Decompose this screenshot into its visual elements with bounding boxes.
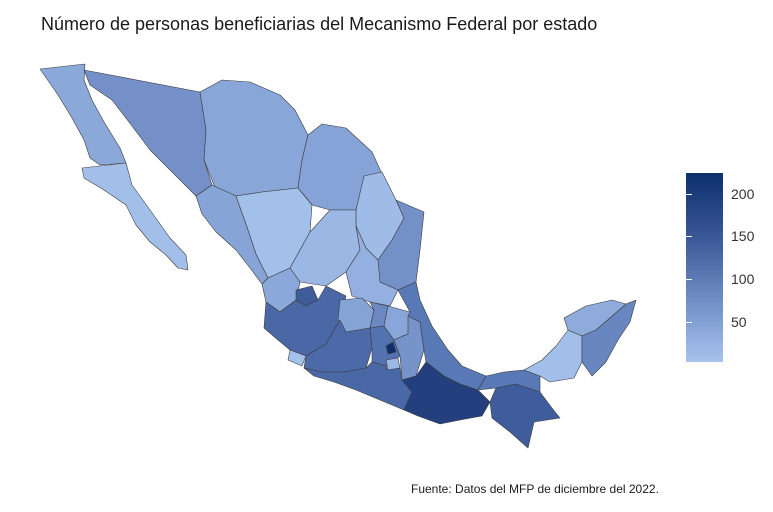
state-baja-california-sur [81,162,189,271]
legend-label-200: 200 [731,186,755,202]
state-cdmx [385,341,397,355]
legend-tick [686,279,692,280]
legend-tick [723,279,729,280]
state-guerrero [303,361,413,411]
legend-label-100: 100 [731,271,755,287]
legend-tick [686,236,692,237]
legend-tick [723,322,729,323]
legend-label-50: 50 [731,314,747,330]
legend-tick [723,236,729,237]
legend-label-150: 150 [731,228,755,244]
state-chiapas [489,383,561,449]
state-oaxaca [401,361,491,425]
legend-tick [686,194,692,195]
map-title: Número de personas beneficiarias del Mec… [41,14,598,34]
state-san-luis-potosi [345,225,399,307]
color-legend-bar [686,173,723,362]
source-caption: Fuente: Datos del MFP de diciembre del 2… [411,482,659,496]
legend-tick [723,194,729,195]
state-chihuahua [199,79,309,197]
state-quintana-roo [581,299,637,377]
legend-tick [686,322,692,323]
state-colima [287,349,307,367]
